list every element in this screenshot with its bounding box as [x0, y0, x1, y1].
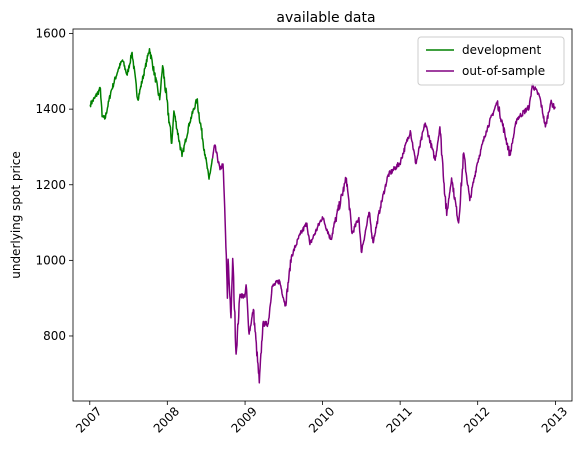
y-tick-label: 1600	[35, 27, 66, 41]
x-tick-label: 2012	[461, 404, 492, 435]
x-tick-label: 2013	[539, 404, 570, 435]
legend-entry: development	[462, 43, 541, 57]
x-tick-label: 2009	[228, 404, 259, 435]
chart-title: available data	[276, 10, 375, 26]
legend: development out-of-sample	[417, 36, 565, 86]
legend-box	[417, 36, 565, 86]
series-line-development	[89, 47, 214, 180]
y-tick-label: 1000	[35, 253, 66, 267]
y-tick-label: 1400	[35, 102, 66, 116]
y-tick-label: 800	[43, 329, 66, 343]
x-tick-label: 2007	[73, 404, 104, 435]
series-line-out-of-sample	[211, 83, 556, 384]
x-tick-label: 2011	[383, 404, 414, 435]
y-axis-label: underlying spot price	[9, 151, 23, 279]
plot-series	[89, 47, 556, 384]
x-tick-label: 2010	[306, 404, 337, 435]
y-tick-label: 1200	[35, 178, 66, 192]
legend-entry: out-of-sample	[462, 64, 545, 78]
x-tick-label: 2008	[151, 404, 182, 435]
